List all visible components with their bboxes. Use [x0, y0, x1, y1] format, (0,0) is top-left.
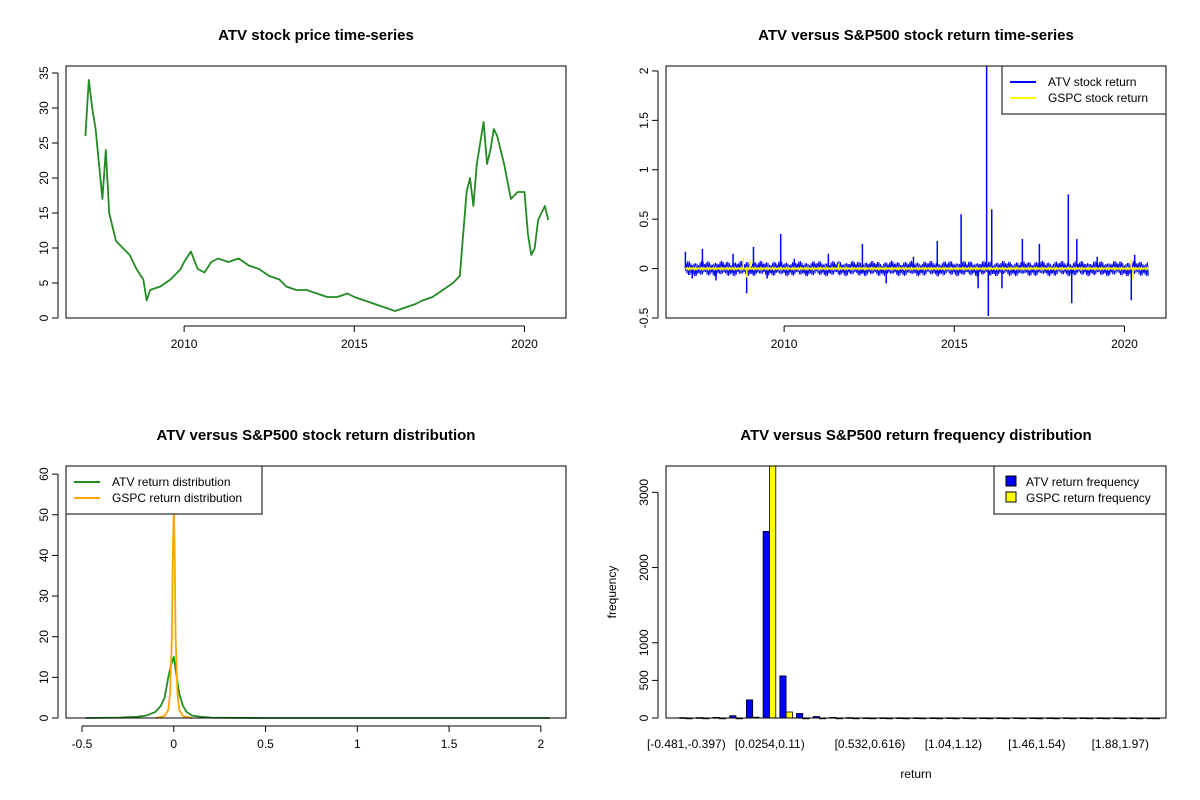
y-tick-label: 0 [37, 314, 51, 321]
y-tick-label: -0.5 [637, 307, 651, 328]
legend-label: ATV return distribution [112, 475, 231, 489]
x-tick-label: 2010 [171, 337, 198, 351]
chart-title: ATV versus S&P500 stock return distribut… [157, 427, 476, 444]
series-line [155, 505, 193, 719]
x-tick-label: 2015 [341, 337, 368, 351]
y-tick-label: 35 [37, 66, 51, 80]
x-tick-label: 2015 [941, 337, 968, 351]
y-tick-label: 10 [37, 241, 51, 255]
x-tick-label: [0.532,0.616) [835, 737, 906, 751]
legend-label: ATV return frequency [1026, 475, 1139, 489]
legend-swatch [1005, 475, 1017, 487]
bar [785, 711, 793, 719]
chart-title: ATV versus S&P500 stock return time-seri… [758, 27, 1074, 44]
legend-label: GSPC return frequency [1026, 491, 1151, 505]
bar [779, 675, 787, 719]
chart-title: ATV versus S&P500 return frequency distr… [740, 427, 1091, 444]
legend-label: GSPC return distribution [112, 491, 242, 505]
x-tick-label: 2020 [1111, 337, 1138, 351]
y-axis-label: frequency [605, 566, 619, 619]
legend-label: GSPC stock return [1048, 91, 1148, 105]
series-band [684, 265, 1149, 272]
y-tick-label: 25 [37, 136, 51, 150]
legend-swatch [1005, 491, 1017, 503]
x-tick-label: [1.04,1.12) [925, 737, 982, 751]
plot-frame [665, 465, 1167, 719]
y-tick-label: 50 [37, 508, 51, 522]
x-tick-label: 1.5 [441, 737, 458, 751]
y-tick-label: 2000 [637, 554, 651, 581]
x-tick-label: 1 [354, 737, 361, 751]
y-tick-label: 20 [37, 171, 51, 185]
y-tick-label: 5 [37, 279, 51, 286]
x-tick-label: -0.5 [72, 737, 93, 751]
y-tick-label: 30 [37, 589, 51, 603]
bar [746, 699, 754, 719]
y-tick-label: 10 [37, 670, 51, 684]
bar [796, 713, 804, 719]
x-tick-label: [1.46,1.54) [1008, 737, 1065, 751]
y-tick-label: 0 [637, 265, 651, 272]
series-line [84, 79, 550, 312]
y-tick-label: 40 [37, 548, 51, 562]
x-tick-label: [1.88,1.97) [1092, 737, 1149, 751]
legend-box [1001, 65, 1167, 115]
x-axis-label: return [900, 767, 931, 781]
y-tick-label: 30 [37, 101, 51, 115]
y-tick-label: 0 [37, 714, 51, 721]
x-tick-label: 0.5 [257, 737, 274, 751]
y-tick-label: 15 [37, 206, 51, 220]
chart-1: ATV stock price time-series 0 5 10 15 20 25 30 3… [37, 27, 567, 351]
x-tick-label: 2010 [771, 337, 798, 351]
bar [762, 531, 770, 719]
y-tick-label: 2 [637, 67, 651, 74]
plot-frame [665, 65, 1167, 319]
x-tick-label: [-0.481,-0.397) [647, 737, 726, 751]
bar [769, 465, 777, 719]
y-tick-label: 0 [637, 714, 651, 721]
legend-box [993, 465, 1167, 515]
y-tick-label: 3000 [637, 479, 651, 506]
x-tick-label: 2020 [511, 337, 538, 351]
chart-title: ATV stock price time-series [218, 27, 414, 44]
y-tick-label: 20 [37, 630, 51, 644]
plot-frame [65, 65, 567, 319]
series-line [85, 656, 550, 719]
legend-box [65, 465, 263, 515]
x-tick-label: 2 [537, 737, 544, 751]
chart-4: ATV versus S&P500 return frequency distr… [605, 427, 1167, 781]
y-tick-label: 500 [637, 670, 651, 690]
x-tick-label: 0 [170, 737, 177, 751]
chart-3: ATV versus S&P500 stock return distribut… [37, 427, 567, 751]
y-tick-label: 60 [37, 467, 51, 481]
chart-2: ATV versus S&P500 stock return time-seri… [637, 27, 1167, 351]
y-tick-label: 1000 [637, 629, 651, 656]
y-tick-label: 0.5 [637, 211, 651, 228]
legend-label: ATV stock return [1048, 75, 1136, 89]
y-tick-label: 1.5 [637, 112, 651, 129]
y-tick-label: 1 [637, 166, 651, 173]
x-tick-label: [0.0254,0.11) [735, 737, 805, 751]
plot-frame [65, 465, 567, 719]
